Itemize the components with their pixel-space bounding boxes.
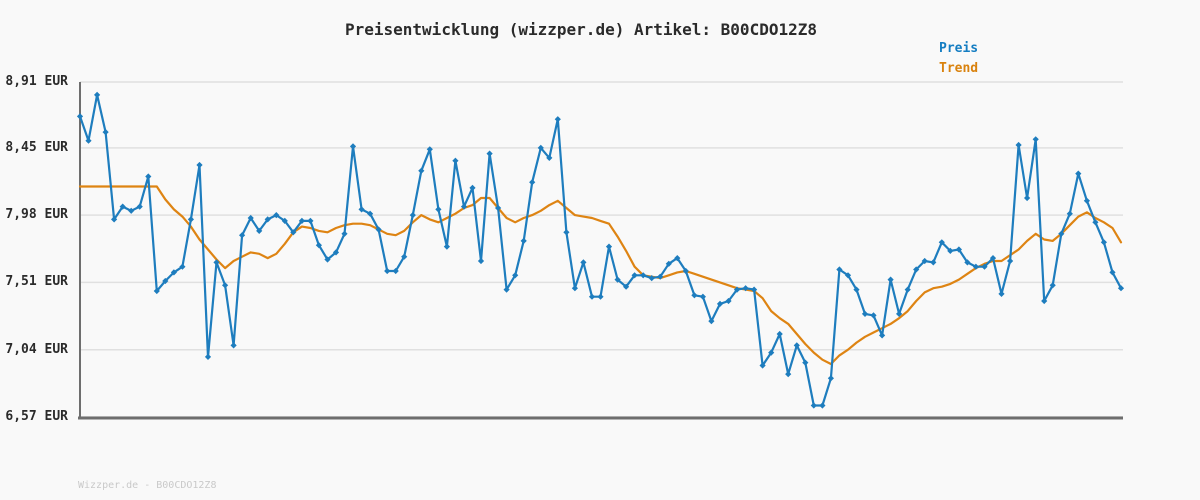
y-axis-tick-label: 7,98 EUR [5, 207, 68, 223]
trend-line [78, 185, 1123, 366]
y-axis-tick-label: 6,57 EUR [5, 409, 68, 424]
chart-title: Preisentwicklung (wizzper.de) Artikel: B… [344, 20, 817, 39]
watermark: Wizzper.de - B00CDO12Z8 [78, 480, 217, 491]
chart-legend: Preis Trend [939, 39, 978, 79]
y-axis-tick-label: 8,91 EUR [5, 74, 68, 89]
legend-item-trend: Trend [939, 61, 979, 76]
legend-item-preis: Preis [939, 41, 979, 56]
y-axis-tick-label: 7,04 EUR [5, 341, 68, 357]
y-axis-tick-label: 8,45 EUR [5, 139, 68, 155]
y-axis-tick-label: 7,51 EUR [5, 274, 68, 290]
price-point-markers [76, 91, 1125, 409]
price-line [78, 93, 1123, 407]
